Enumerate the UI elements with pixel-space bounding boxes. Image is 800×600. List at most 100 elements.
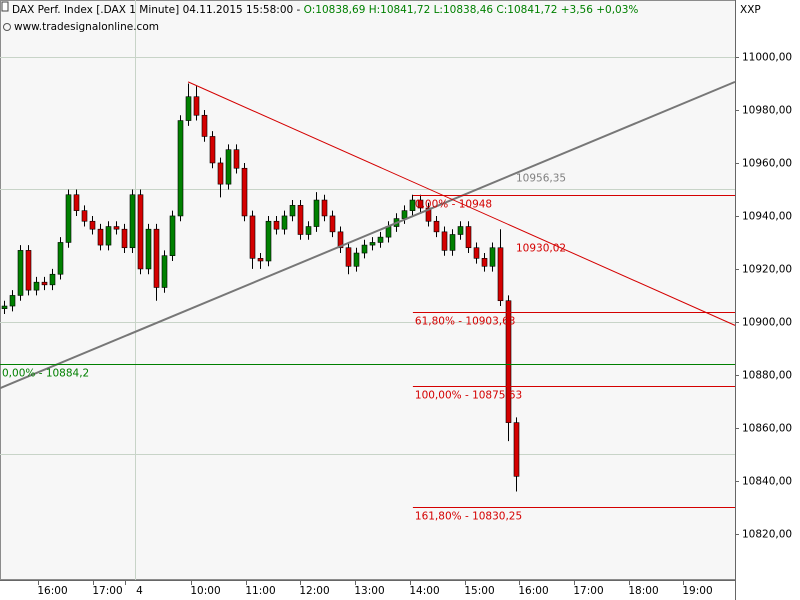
candle-body: [377, 236, 384, 243]
candle-body: [273, 220, 280, 230]
candle-body: [9, 295, 16, 307]
candle-body: [137, 194, 144, 270]
candle-body: [57, 242, 64, 275]
candle-body: [105, 226, 112, 246]
y-tick-label: 10920,00: [742, 264, 792, 276]
candle-body: [121, 228, 128, 249]
candle-body: [505, 300, 512, 423]
y-tick-label: 10940,00: [742, 211, 792, 223]
candle-body: [49, 273, 56, 286]
candle-body: [169, 215, 176, 256]
candle-body: [409, 199, 416, 211]
candle-body: [297, 205, 304, 235]
candle-body: [41, 281, 48, 286]
trendline: [187, 81, 736, 326]
candle-body: [81, 210, 88, 222]
candle-body: [513, 422, 520, 477]
candle-body: [449, 234, 456, 251]
candle-body: [25, 250, 32, 291]
candle-body: [289, 205, 296, 217]
y-tick-label: 10820,00: [742, 529, 792, 541]
x-tick-label: 12:00: [299, 585, 329, 597]
x-tick-label: 10:00: [190, 585, 220, 597]
x-tick-label: 15:00: [464, 585, 494, 597]
candle-body: [161, 255, 168, 288]
x-tick-label: 18:00: [628, 585, 658, 597]
y-tick-label: 10980,00: [742, 105, 792, 117]
candle-body: [177, 120, 184, 217]
candle-body: [113, 226, 120, 230]
x-tick-label: 13:00: [354, 585, 384, 597]
level-label: 100,00% - 10875,63: [415, 390, 522, 402]
y-tick-label: 10880,00: [742, 370, 792, 382]
x-tick-label: 14:00: [409, 585, 439, 597]
candle-body: [281, 215, 288, 230]
candle-body: [497, 247, 504, 302]
candle-body: [337, 231, 344, 249]
x-tick-label: 4: [136, 585, 143, 597]
header-quote: O:10838,69 H:10841,72 L:10838,46 C:10841…: [304, 4, 639, 16]
header-title: DAX Perf. Index [.DAX 1 Minute] 04.11.20…: [12, 4, 304, 16]
x-tick-label: 17:00: [573, 585, 603, 597]
candle-body: [249, 215, 256, 259]
level-label: 61,80% - 10903,63: [415, 316, 516, 328]
candle-body: [89, 220, 96, 230]
candle-body: [241, 167, 248, 217]
axis-label: XXP: [740, 4, 761, 16]
candle-body: [369, 242, 376, 246]
y-tick-label: 11000,00: [742, 52, 792, 64]
x-tick-label: 11:00: [245, 585, 275, 597]
candle-body: [465, 226, 472, 249]
candle-body: [353, 252, 360, 267]
candle-body: [233, 149, 240, 169]
y-tick-label: 10860,00: [742, 423, 792, 435]
plot-area: [0, 0, 736, 580]
candle-body: [361, 244, 368, 254]
candle-body: [225, 149, 232, 185]
header: DAX Perf. Index [.DAX 1 Minute] 04.11.20…: [12, 4, 638, 16]
marks: [1, 83, 520, 492]
candle-body: [1, 305, 8, 309]
candle-body: [489, 247, 496, 267]
trendline: [0, 80, 736, 390]
level-label: 0,00% - 10884,2: [2, 368, 89, 380]
annotation: 10930,02: [516, 242, 566, 254]
y-tick-label: 10960,00: [742, 158, 792, 170]
candle-body: [313, 199, 320, 227]
candle-body: [201, 114, 208, 137]
candle-body: [401, 210, 408, 219]
level-label: 161,80% - 10830,25: [415, 511, 522, 523]
candle-body: [17, 250, 24, 296]
candle-body: [65, 194, 72, 243]
candle-body: [153, 228, 160, 288]
x-tick-label: 16:00: [37, 585, 67, 597]
candle-body: [129, 194, 136, 249]
y-tick-label: 10900,00: [742, 317, 792, 329]
candle-body: [481, 258, 488, 267]
candle-body: [265, 220, 272, 262]
candle-body: [217, 162, 224, 185]
candle-body: [145, 228, 152, 270]
candle-body: [457, 226, 464, 235]
candle-body: [441, 231, 448, 251]
candle-body: [73, 194, 80, 211]
candle-body: [185, 96, 192, 121]
candle-body: [433, 220, 440, 233]
chart-icon: [1, 1, 9, 12]
copyright-icon: [3, 23, 11, 31]
annotation: 10956,35: [516, 173, 566, 185]
level-label: 0,00% - 10948: [415, 199, 492, 211]
x-tick-label: 19:00: [682, 585, 712, 597]
candle-body: [321, 199, 328, 217]
candle-body: [193, 96, 200, 116]
candle-body: [417, 199, 424, 209]
candle-body: [329, 215, 336, 233]
y-tick-label: 10840,00: [742, 476, 792, 488]
candle-body: [425, 207, 432, 222]
candle-body: [385, 226, 392, 238]
candle-body: [305, 226, 312, 235]
candle-body: [257, 258, 264, 262]
candle-body: [97, 228, 104, 246]
